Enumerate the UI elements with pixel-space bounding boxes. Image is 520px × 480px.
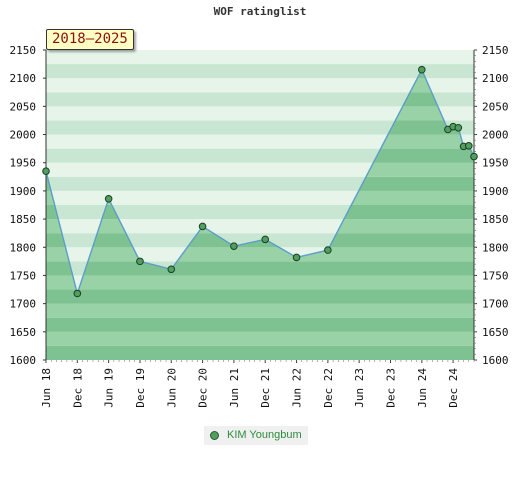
- grid-band: [46, 162, 474, 177]
- y-tick-label-left: 1850: [10, 213, 37, 226]
- y-tick-label-right: 1700: [482, 298, 509, 311]
- data-point: [167, 265, 176, 274]
- data-point: [104, 195, 113, 203]
- x-tick-label: Jun 20: [165, 368, 178, 408]
- y-tick-label-left: 1950: [10, 157, 37, 170]
- area-band: [46, 275, 474, 290]
- data-point: [470, 152, 478, 161]
- y-tick-label-left: 1750: [10, 269, 37, 282]
- x-tick-label: Jun 23: [353, 368, 366, 408]
- y-tick-label-right: 1600: [482, 354, 509, 367]
- y-tick-label-right: 1750: [482, 269, 509, 282]
- y-tick-label-left: 1600: [10, 354, 37, 367]
- y-tick-label-left: 2050: [10, 100, 37, 113]
- area-band: [46, 247, 474, 262]
- grid-band: [46, 134, 474, 149]
- x-tick-label: Jun 22: [291, 368, 304, 408]
- data-point: [42, 167, 50, 175]
- y-tick-label-left: 2150: [10, 44, 37, 57]
- y-tick-label-right: 2100: [482, 72, 509, 85]
- y-tick-label-right: 2150: [482, 44, 509, 57]
- x-tick-label: Dec 23: [384, 368, 397, 408]
- y-tick-label-right: 1950: [482, 157, 509, 170]
- x-tick-label: Dec 18: [71, 368, 84, 408]
- area-band: [46, 303, 474, 318]
- grid-band: [46, 120, 474, 135]
- legend-label: KIM Youngbum: [227, 429, 302, 441]
- y-tick-label-right: 1650: [482, 326, 509, 339]
- data-point: [418, 65, 426, 74]
- x-tick-label: Dec 20: [197, 368, 210, 408]
- area-band: [46, 289, 474, 304]
- x-tick-label: Dec 24: [447, 368, 460, 408]
- data-point: [454, 123, 463, 132]
- data-point: [464, 142, 473, 150]
- grid-band: [46, 148, 474, 163]
- y-tick-label-left: 2100: [10, 72, 37, 85]
- x-tick-label: Jun 21: [228, 368, 241, 408]
- grid-band: [46, 106, 474, 121]
- period-label: 2018–2025: [46, 29, 134, 50]
- x-tick-label: Dec 22: [322, 368, 335, 408]
- x-tick-label: Jun 18: [40, 368, 53, 408]
- x-tick-label: Dec 19: [134, 368, 147, 408]
- y-tick-label-left: 2000: [10, 129, 37, 142]
- grid-band: [46, 92, 474, 107]
- data-point: [292, 253, 301, 262]
- y-tick-label-left: 1650: [10, 326, 37, 339]
- data-point: [324, 246, 332, 254]
- grid-band: [46, 78, 474, 93]
- data-point: [230, 242, 238, 250]
- y-tick-label-left: 1900: [10, 185, 37, 198]
- y-tick-label-right: 2000: [482, 129, 509, 142]
- grid-band: [46, 64, 474, 79]
- x-tick-label: Jun 24: [416, 368, 429, 408]
- chart-title: WOF ratinglist: [213, 5, 307, 18]
- data-point: [198, 222, 207, 231]
- data-point: [261, 235, 270, 244]
- area-band: [46, 345, 474, 360]
- y-tick-label-left: 1700: [10, 298, 37, 311]
- area-band: [46, 317, 474, 332]
- legend-marker-icon: [210, 430, 219, 440]
- y-tick-label-right: 2050: [482, 100, 509, 113]
- data-point: [73, 289, 82, 298]
- x-tick-label: Dec 21: [259, 368, 272, 408]
- y-tick-label-right: 1850: [482, 213, 509, 226]
- y-tick-label-right: 1900: [482, 185, 509, 198]
- area-band: [46, 261, 474, 276]
- x-tick-label: Jun 19: [103, 368, 116, 408]
- area-band: [46, 331, 474, 346]
- legend[interactable]: KIM Youngbum: [204, 426, 308, 445]
- y-tick-label-left: 1800: [10, 241, 37, 254]
- y-tick-label-right: 1800: [482, 241, 509, 254]
- grid-band: [46, 50, 474, 65]
- data-point: [136, 257, 144, 266]
